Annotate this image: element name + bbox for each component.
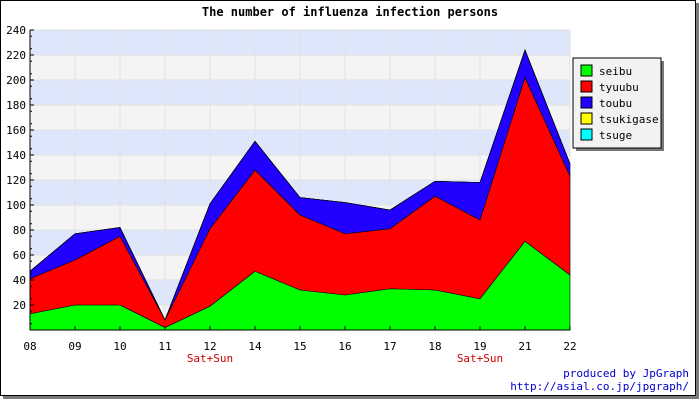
y-tick-label: 100: [6, 199, 26, 212]
y-tick-label: 60: [13, 249, 26, 262]
chart-title: The number of influenza infection person…: [202, 5, 498, 19]
y-tick-label: 80: [13, 224, 26, 237]
y-tick-label: 120: [6, 174, 26, 187]
series-area-tsuge: [29, 49, 571, 321]
legend-swatch-tsuge: [580, 128, 593, 141]
y-tick-label: 240: [6, 24, 26, 37]
legend-label-tsukigase: tsukigase: [599, 113, 659, 126]
x-tick-label: 08: [23, 340, 36, 353]
y-tick-label: 200: [6, 74, 26, 87]
x-tick-label: 14: [248, 340, 262, 353]
y-tick-label: 40: [13, 274, 26, 287]
y-tick-label: 160: [6, 124, 26, 137]
footer-credit: produced by JpGraph: [563, 367, 689, 380]
x-tick-label: 12: [203, 340, 216, 353]
y-tick-label: 140: [6, 149, 26, 162]
legend-label-toubu: toubu: [599, 97, 632, 110]
legend-swatch-toubu: [580, 96, 593, 109]
legend-label-tsuge: tsuge: [599, 129, 632, 142]
y-tick-label: 20: [13, 299, 26, 312]
x-tick-label: 17: [383, 340, 396, 353]
weekend-label: Sat+Sun: [187, 352, 233, 365]
legend-swatch-tsukigase: [580, 112, 593, 125]
footer-url[interactable]: http://asial.co.jp/jpgraph/: [510, 380, 689, 393]
x-tick-label: 18: [428, 340, 441, 353]
y-tick-label: 180: [6, 99, 26, 112]
x-tick-label: 22: [563, 340, 576, 353]
legend-swatch-seibu: [580, 64, 593, 77]
x-tick-label: 16: [338, 340, 351, 353]
x-tick-label: 11: [158, 340, 171, 353]
x-tick-label: 10: [113, 340, 126, 353]
axes: 20 40 60 80 100 120 140 160 180 200 220 240 08 09 10 11…: [6, 24, 577, 365]
legend-swatch-tyuubu: [580, 80, 593, 93]
x-tick-label: 09: [68, 340, 81, 353]
legend-label-seibu: seibu: [599, 65, 632, 78]
legend-label-tyuubu: tyuubu: [599, 81, 639, 94]
y-tick-label: 220: [6, 49, 26, 62]
weekend-label: Sat+Sun: [457, 352, 503, 365]
x-tick-label: 19: [473, 340, 486, 353]
x-tick-label: 15: [293, 340, 306, 353]
legend: seibu tyuubu toubu tsukigase tsuge: [572, 57, 664, 151]
x-tick-label: 21: [518, 340, 531, 353]
